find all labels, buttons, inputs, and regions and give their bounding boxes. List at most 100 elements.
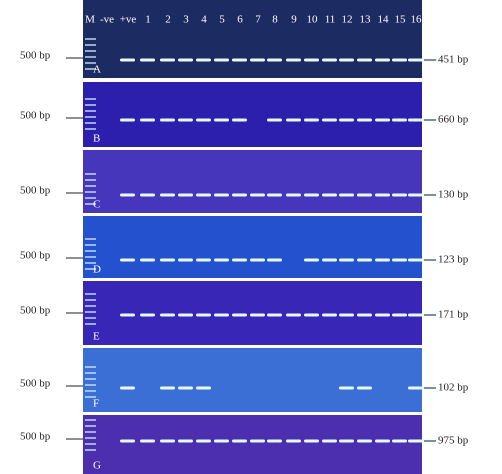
band xyxy=(214,439,229,443)
ladder-band xyxy=(85,44,96,46)
band xyxy=(375,193,390,197)
band xyxy=(196,439,211,443)
size-label: 975 bp xyxy=(438,435,469,447)
panel-letter: A xyxy=(93,64,101,76)
band xyxy=(392,258,407,262)
panel-letter: D xyxy=(93,264,101,276)
ladder-band xyxy=(85,62,96,64)
lane-label: 15 xyxy=(395,14,407,26)
band xyxy=(250,313,265,317)
ladder-band xyxy=(85,305,96,307)
band xyxy=(322,258,337,262)
band xyxy=(140,313,155,317)
band xyxy=(339,258,354,262)
band xyxy=(196,193,211,197)
band xyxy=(339,386,354,390)
ladder-label: 500 bp xyxy=(20,50,51,62)
band xyxy=(232,313,247,317)
band xyxy=(392,439,407,443)
ladder-band xyxy=(85,244,96,246)
ladder-label: 500 bp xyxy=(20,305,51,317)
ladder-band xyxy=(85,384,96,386)
band xyxy=(375,58,390,62)
band xyxy=(286,118,301,122)
band xyxy=(357,313,372,317)
ladder-band xyxy=(85,293,96,295)
ladder-band xyxy=(85,191,96,193)
band xyxy=(232,118,247,122)
ladder-band xyxy=(85,443,96,445)
band xyxy=(392,313,407,317)
band xyxy=(178,258,193,262)
band xyxy=(286,439,301,443)
ladder-band xyxy=(85,311,96,313)
band xyxy=(120,258,135,262)
band xyxy=(267,313,282,317)
band xyxy=(140,118,155,122)
lane-label: 13 xyxy=(360,14,372,26)
band xyxy=(357,439,372,443)
ladder-band xyxy=(85,173,96,175)
band xyxy=(267,193,282,197)
gel-panel xyxy=(83,216,422,278)
band xyxy=(140,193,155,197)
band xyxy=(140,258,155,262)
band xyxy=(250,439,265,443)
band xyxy=(140,439,155,443)
band xyxy=(408,58,423,62)
ladder-band xyxy=(85,323,96,325)
gel-panel xyxy=(83,0,422,78)
band xyxy=(196,58,211,62)
ladder-band xyxy=(85,116,96,118)
gel-panel xyxy=(83,348,422,412)
ladder-band xyxy=(85,68,96,70)
band xyxy=(160,439,175,443)
panel-letter: B xyxy=(93,133,100,145)
ladder-band xyxy=(85,390,96,392)
band xyxy=(267,439,282,443)
ladder-band xyxy=(85,262,96,264)
band xyxy=(408,386,423,390)
band xyxy=(267,258,282,262)
ladder-band xyxy=(85,50,96,52)
band xyxy=(120,193,135,197)
band xyxy=(120,118,135,122)
lane-label: 9 xyxy=(291,14,297,26)
band xyxy=(304,313,319,317)
band xyxy=(178,193,193,197)
ladder-band xyxy=(85,256,96,258)
band xyxy=(408,118,423,122)
band xyxy=(375,439,390,443)
band xyxy=(322,118,337,122)
band xyxy=(178,58,193,62)
ladder-band xyxy=(85,122,96,124)
size-label: 102 bp xyxy=(438,382,469,394)
ladder-band xyxy=(85,437,96,439)
ladder-band xyxy=(85,366,96,368)
band xyxy=(178,313,193,317)
band xyxy=(160,258,175,262)
ladder-band xyxy=(85,110,96,112)
band xyxy=(339,313,354,317)
band xyxy=(196,386,211,390)
ladder-band xyxy=(85,378,96,380)
ladder-band xyxy=(85,98,96,100)
gel-panel xyxy=(83,82,422,147)
band xyxy=(178,439,193,443)
band xyxy=(267,118,282,122)
lane-label: 3 xyxy=(183,14,189,26)
band xyxy=(196,118,211,122)
band xyxy=(375,313,390,317)
gel-panel xyxy=(83,415,422,474)
ladder-band xyxy=(85,372,96,374)
panel-letter: G xyxy=(93,460,101,472)
band xyxy=(392,193,407,197)
band xyxy=(375,118,390,122)
ladder-band xyxy=(85,449,96,451)
lane-label: M xyxy=(85,14,95,26)
lane-label: 11 xyxy=(325,14,336,26)
lane-label: 17 xyxy=(425,14,437,26)
band xyxy=(120,439,135,443)
band xyxy=(357,118,372,122)
